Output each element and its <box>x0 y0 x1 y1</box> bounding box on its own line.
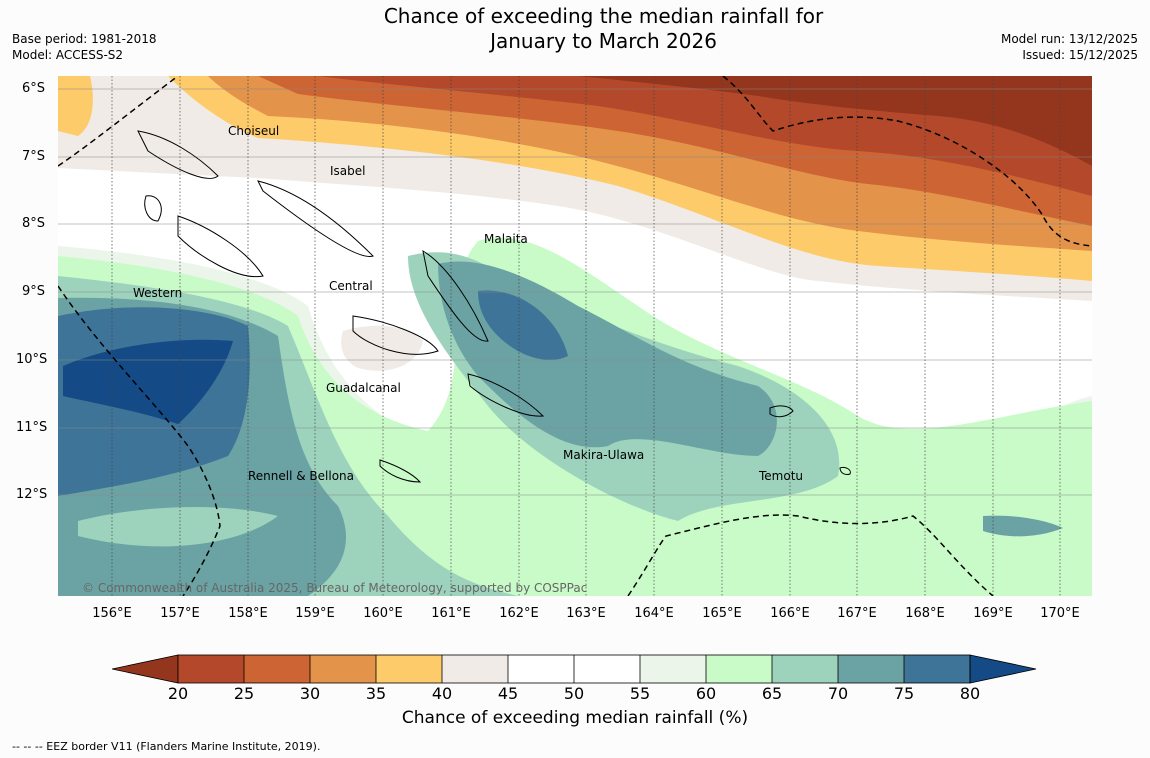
colorbar-segment <box>244 655 310 683</box>
region-label-temotu: Temotu <box>759 469 804 483</box>
lon-label: 165°E <box>702 606 742 621</box>
lon-label: 170°E <box>1040 606 1080 621</box>
lon-label: 169°E <box>973 606 1013 621</box>
colorbar-segment <box>442 655 508 683</box>
colorbar-segment <box>178 655 244 683</box>
colorbar-segment <box>640 655 706 683</box>
region-label-central: Central <box>329 279 373 293</box>
title-line-1: Chance of exceeding the median rainfall … <box>383 4 824 28</box>
rainfall-map[interactable]: © Commonwealth of Australia 2025, Bureau… <box>58 76 1092 596</box>
lat-label: 9°S <box>22 284 46 299</box>
eez-footnote: -- -- -- EEZ border V11 (Flanders Marine… <box>12 740 321 753</box>
lat-label: 10°S <box>16 352 48 367</box>
chart-title: Chance of exceeding the median rainfall … <box>0 4 1150 54</box>
lat-label: 12°S <box>16 487 48 502</box>
new-georgia-island <box>177 215 264 278</box>
colorbar-tick: 55 <box>629 684 651 703</box>
lon-label: 158°E <box>228 606 268 621</box>
colorbar-tick: 25 <box>233 684 255 703</box>
colorbar-segment <box>838 655 904 683</box>
colorbar-tick: 50 <box>563 684 585 703</box>
rennell-island <box>379 459 422 483</box>
lon-label: 168°E <box>905 606 945 621</box>
base-period: Base period: 1981-2018 <box>12 32 157 46</box>
island-outlines <box>137 130 851 483</box>
colorbar-extend-high <box>969 654 1037 684</box>
colorbar-segment <box>706 655 772 683</box>
region-label-makira-ulawa: Makira-Ulawa <box>563 448 645 462</box>
makira-island <box>467 373 545 417</box>
region-label-western: Western <box>133 286 183 300</box>
lon-label: 162°E <box>499 606 539 621</box>
colorbar-segment <box>310 655 376 683</box>
santa-cruz-island <box>769 405 794 418</box>
colorbar-tick: 75 <box>893 684 915 703</box>
lon-label: 160°E <box>363 606 403 621</box>
lon-label: 157°E <box>160 606 200 621</box>
colorbar-tick: 20 <box>167 684 189 703</box>
colorbar-segment <box>772 655 838 683</box>
colorbar-label: Chance of exceeding median rainfall (%) <box>401 708 749 728</box>
lon-label: 167°E <box>837 606 877 621</box>
choiseul-island <box>137 130 219 179</box>
colorbar <box>112 654 1037 684</box>
eez-border-north-west <box>58 76 179 167</box>
issued-date: Issued: 15/12/2025 <box>1022 48 1138 62</box>
lat-label: 6°S <box>22 81 46 96</box>
colorbar-tick: 45 <box>497 684 519 703</box>
eez-border-west <box>58 285 221 596</box>
region-label-choiseul: Choiseul <box>228 124 280 138</box>
region-label-isabel: Isabel <box>330 164 366 178</box>
map-gridlines <box>58 76 1092 596</box>
malaita-island <box>422 249 489 342</box>
colorbar-segment <box>376 655 442 683</box>
vella-lavella-island <box>144 195 162 222</box>
colorbar-tick: 40 <box>431 684 453 703</box>
contour-35-40-west <box>58 76 93 136</box>
colorbar-tick: 80 <box>959 684 981 703</box>
tikopia-island <box>839 467 851 475</box>
colorbar-tick: 70 <box>827 684 849 703</box>
lat-label: 8°S <box>22 216 46 231</box>
lon-label: 164°E <box>634 606 674 621</box>
eez-border-north-east <box>722 76 1092 247</box>
isabel-island <box>257 180 374 257</box>
title-line-2: January to March 2026 <box>490 29 717 53</box>
contour-65-70-south <box>78 506 278 547</box>
eez-border-south <box>627 514 994 596</box>
colorbar-tick: 35 <box>365 684 387 703</box>
metadata-right: Model run: 13/12/2025 Issued: 15/12/2025 <box>1001 31 1138 63</box>
model-name: Model: ACCESS-S2 <box>12 48 124 62</box>
guadalcanal-island <box>352 315 439 355</box>
colorbar-segment <box>904 655 970 683</box>
lon-label: 161°E <box>431 606 471 621</box>
colorbar-tick: 60 <box>695 684 717 703</box>
lon-label: 159°E <box>295 606 335 621</box>
region-label-rennell-bellona: Rennell & Bellona <box>248 469 355 483</box>
colorbar-extend-low <box>112 654 179 684</box>
colorbar-segment <box>574 655 640 683</box>
contour-above-80 <box>63 339 233 424</box>
lon-label: 156°E <box>92 606 132 621</box>
lat-label: 11°S <box>16 420 48 435</box>
contour-70-75-east <box>983 515 1063 537</box>
colorbar-segment <box>508 655 574 683</box>
colorbar-tick: 65 <box>761 684 783 703</box>
contour-below-20 <box>578 76 1092 166</box>
lat-label: 7°S <box>22 149 46 164</box>
lon-label: 166°E <box>770 606 810 621</box>
metadata-left: Base period: 1981-2018 Model: ACCESS-S2 <box>12 31 157 63</box>
lon-label: 163°E <box>566 606 606 621</box>
region-label-malaita: Malaita <box>484 232 528 246</box>
copyright-text: © Commonwealth of Australia 2025, Bureau… <box>82 581 587 595</box>
colorbar-tick: 30 <box>299 684 321 703</box>
region-label-guadalcanal: Guadalcanal <box>326 381 401 395</box>
model-run: Model run: 13/12/2025 <box>1000 32 1138 46</box>
